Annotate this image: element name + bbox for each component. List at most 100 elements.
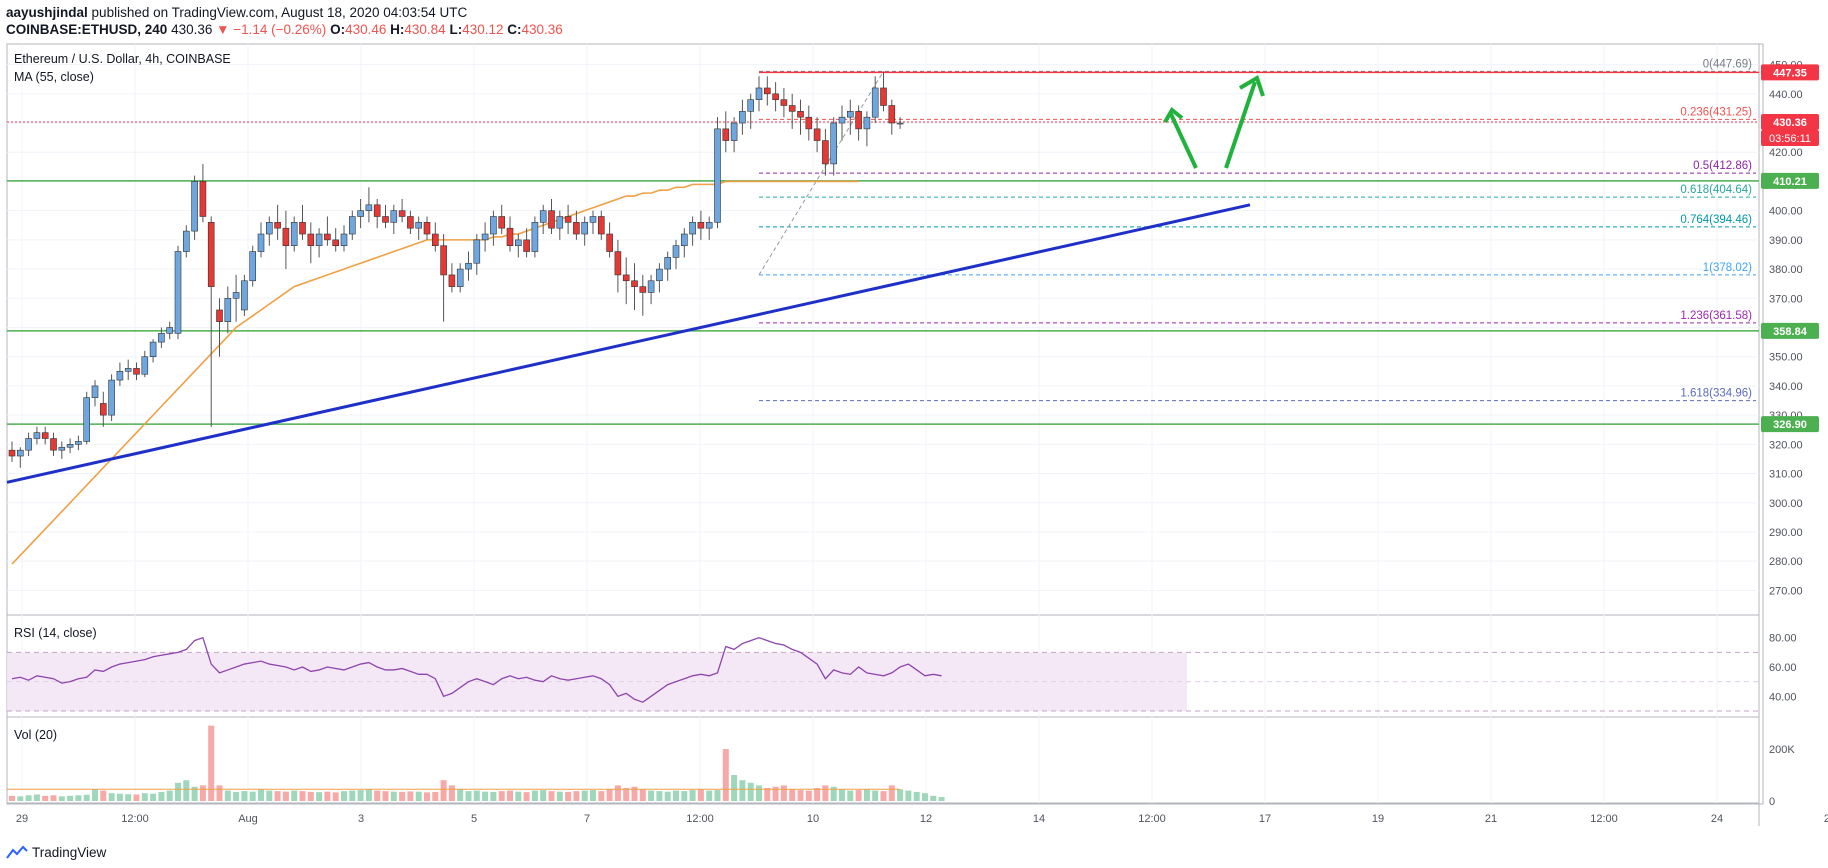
candle-up[interactable]	[232, 292, 240, 299]
candle-up[interactable]	[672, 245, 680, 258]
candle-up[interactable]	[490, 216, 497, 235]
candle-down[interactable]	[788, 105, 796, 112]
candle-down[interactable]	[813, 128, 821, 141]
candle-down[interactable]	[448, 274, 456, 287]
candle-down[interactable]	[631, 280, 638, 287]
candlesticks[interactable]	[8, 71, 904, 468]
candle-down[interactable]	[407, 216, 414, 229]
candle-up[interactable]	[465, 262, 472, 270]
candle-down[interactable]	[855, 111, 862, 130]
candle-down[interactable]	[622, 274, 630, 282]
candle-up[interactable]	[249, 251, 256, 282]
candle-up[interactable]	[241, 280, 248, 311]
horizontal-levels[interactable]	[7, 71, 1759, 425]
volume-pane[interactable]: 200K 0	[7, 725, 1795, 808]
candle-up[interactable]	[33, 432, 41, 439]
candle-down[interactable]	[639, 286, 647, 293]
candle-up[interactable]	[315, 233, 323, 247]
candle-up[interactable]	[871, 87, 879, 118]
candle-down[interactable]	[282, 227, 290, 247]
candle-up[interactable]	[556, 216, 564, 229]
candle-down[interactable]	[398, 210, 406, 217]
candle-up[interactable]	[473, 239, 481, 264]
candle-up[interactable]	[66, 444, 74, 448]
candle-down[interactable]	[888, 105, 896, 124]
candle-down[interactable]	[207, 222, 215, 287]
candle-up[interactable]	[75, 441, 82, 445]
candle-up[interactable]	[58, 446, 66, 451]
candle-up[interactable]	[124, 368, 132, 372]
candle-up[interactable]	[539, 210, 547, 223]
candle-up[interactable]	[680, 233, 688, 247]
candle-down[interactable]	[506, 227, 514, 247]
candle-up[interactable]	[224, 297, 232, 322]
ascending-trend-line[interactable]	[6, 203, 1251, 484]
candle-down[interactable]	[597, 216, 605, 235]
candle-up[interactable]	[183, 230, 190, 252]
candle-up[interactable]	[191, 181, 198, 232]
rsi-line[interactable]	[11, 636, 942, 703]
candle-down[interactable]	[722, 128, 730, 141]
fibonacci-retracement[interactable]: 0(447.69) 0.236(431.25) 0.5(412.86) 0.618(4…	[758, 58, 1756, 402]
candle-up[interactable]	[664, 257, 672, 270]
candle-up[interactable]	[166, 327, 173, 334]
time-axis[interactable]: 29 12:00 Aug 3 5 7 12:00 10 12 14 12:00 17 19 21 12:00…	[16, 813, 1828, 825]
candle-down[interactable]	[41, 432, 49, 439]
candle-up[interactable]	[16, 449, 24, 457]
candle-down[interactable]	[299, 222, 306, 235]
candle-up[interactable]	[830, 122, 838, 165]
candle-down[interactable]	[763, 87, 771, 95]
projection-arrows[interactable]	[1163, 75, 1265, 169]
candle-down[interactable]	[440, 245, 447, 276]
candle-up[interactable]	[896, 122, 904, 125]
candle-down[interactable]	[324, 233, 331, 241]
candle-up[interactable]	[747, 99, 755, 112]
author-name[interactable]: aayushjindal	[6, 5, 88, 20]
candle-up[interactable]	[481, 233, 489, 241]
candle-down[interactable]	[797, 111, 804, 118]
candle-down[interactable]	[50, 438, 57, 451]
candle-up[interactable]	[265, 222, 273, 235]
candle-up[interactable]	[340, 233, 348, 247]
candle-down[interactable]	[274, 222, 281, 229]
candle-down[interactable]	[307, 233, 315, 247]
candle-up[interactable]	[456, 268, 464, 287]
candle-down[interactable]	[880, 87, 887, 106]
price-axis[interactable]: 270.00280.00290.00300.00310.00320.00330.…	[1761, 60, 1819, 598]
candle-down[interactable]	[697, 222, 705, 229]
candle-up[interactable]	[739, 111, 746, 124]
candle-down[interactable]	[8, 449, 16, 457]
candle-up[interactable]	[714, 128, 721, 223]
candle-down[interactable]	[498, 216, 506, 229]
candle-up[interactable]	[83, 397, 90, 442]
candle-up[interactable]	[755, 87, 763, 100]
candle-down[interactable]	[423, 222, 431, 235]
candle-up[interactable]	[257, 233, 265, 252]
candle-up[interactable]	[730, 122, 738, 141]
candle-down[interactable]	[332, 239, 340, 247]
candle-up[interactable]	[365, 204, 373, 211]
candle-up[interactable]	[514, 239, 522, 247]
candle-up[interactable]	[91, 385, 99, 398]
candle-down[interactable]	[822, 140, 829, 165]
candle-up[interactable]	[108, 379, 115, 416]
candle-up[interactable]	[656, 268, 663, 282]
candle-up[interactable]	[531, 222, 539, 252]
candle-down[interactable]	[100, 403, 107, 416]
candle-up[interactable]	[357, 210, 364, 217]
candle-down[interactable]	[373, 204, 381, 217]
candle-up[interactable]	[25, 438, 32, 451]
candle-up[interactable]	[589, 216, 597, 223]
candle-up[interactable]	[838, 116, 846, 124]
candle-up[interactable]	[581, 222, 589, 235]
candle-down[interactable]	[216, 309, 223, 322]
candle-down[interactable]	[564, 216, 572, 223]
candle-down[interactable]	[614, 251, 622, 276]
candle-up[interactable]	[158, 333, 165, 343]
candle-down[interactable]	[573, 222, 580, 235]
candle-up[interactable]	[149, 341, 157, 358]
candle-down[interactable]	[133, 368, 140, 375]
candle-up[interactable]	[348, 216, 356, 235]
candle-down[interactable]	[606, 233, 613, 252]
